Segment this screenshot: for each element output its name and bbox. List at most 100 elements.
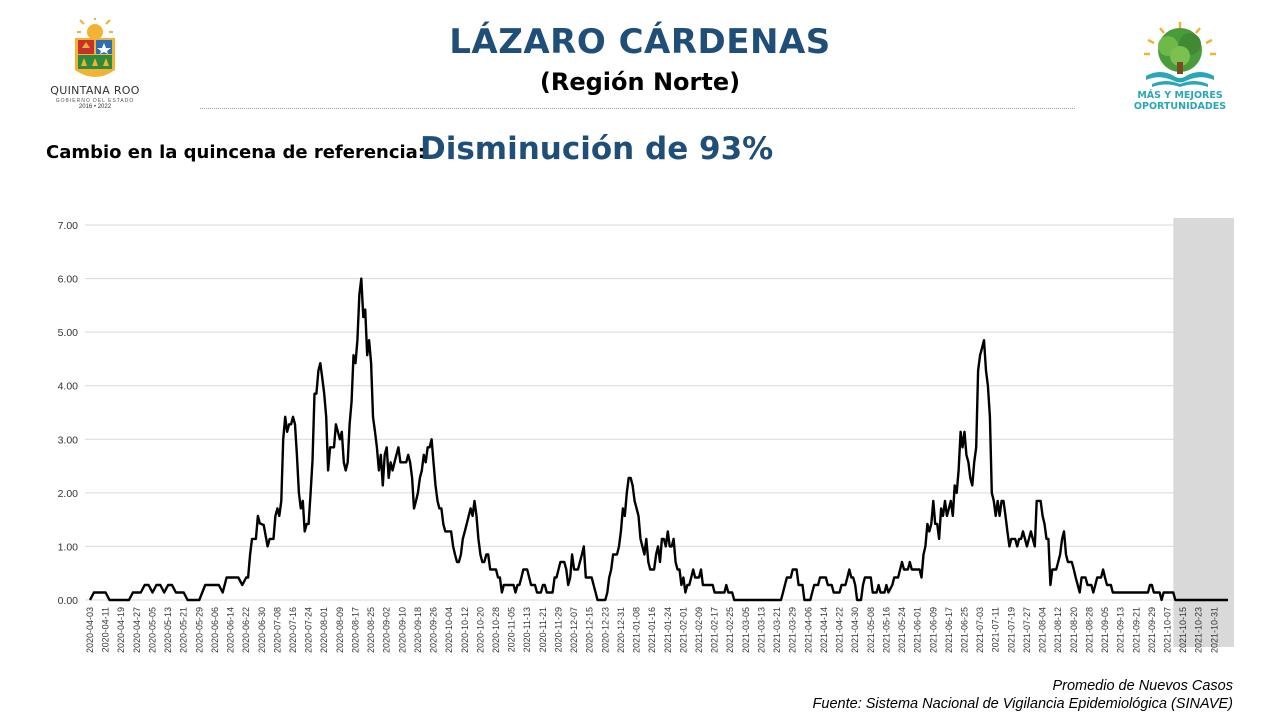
x-tick-label: 2020-10-12: [460, 607, 470, 653]
x-tick-label: 2021-04-22: [835, 607, 845, 653]
x-tick-label: 2021-08-20: [1069, 607, 1079, 653]
x-tick-label: 2020-06-14: [226, 607, 236, 653]
y-tick-label: 0.00: [58, 595, 79, 607]
y-tick-label: 4.00: [58, 381, 79, 393]
page-title: LÁZARO CÁRDENAS: [449, 22, 831, 62]
x-tick-label: 2020-04-27: [132, 607, 142, 653]
y-tick-label: 7.00: [58, 220, 79, 232]
x-tick-label: 2020-08-25: [366, 607, 376, 653]
tree-icon: [1144, 22, 1216, 87]
x-tick-label: 2021-07-11: [991, 607, 1001, 652]
quintana-roo-logo: QUINTANA ROO GOBIERNO DEL ESTADO 2016 • …: [40, 16, 150, 118]
x-tick-label: 2021-07-19: [1006, 607, 1016, 653]
x-tick-label: 2020-12-23: [600, 607, 610, 653]
x-tick-label: 2021-02-25: [725, 607, 735, 653]
coat-of-arms-icon: [75, 16, 115, 77]
x-tick-label: 2021-10-15: [1178, 607, 1188, 653]
x-tick-label: 2020-08-01: [319, 607, 329, 653]
x-tick-label: 2020-05-13: [163, 607, 173, 653]
x-tick-label: 2021-10-23: [1194, 607, 1204, 653]
x-tick-label: 2021-09-29: [1147, 607, 1157, 653]
mas-y-mejores-logo: MÁS Y MEJORES OPORTUNIDADES: [1120, 20, 1240, 115]
x-tick-label: 2021-04-30: [850, 607, 860, 653]
x-tick-label: 2021-07-03: [975, 607, 985, 653]
x-tick-label: 2020-09-26: [429, 607, 439, 653]
line-chart: 0.00 1.00 2.00 3.00 4.00 5.00 6.00 7.00 2020-04-…: [58, 218, 1234, 653]
x-tick-label: 2021-03-05: [741, 607, 751, 653]
x-tick-label: 2021-02-17: [710, 607, 720, 653]
x-tick-label: 2020-05-21: [179, 607, 189, 653]
x-tick-label: 2020-11-29: [553, 607, 563, 652]
x-tick-label: 2020-07-08: [272, 607, 282, 653]
logo-slogan-line2: OPORTUNIDADES: [1133, 101, 1227, 112]
x-tick-label: 2020-04-19: [116, 607, 126, 653]
change-label: Cambio en la quincena de referencia:: [46, 142, 426, 163]
x-tick-label: 2020-08-09: [335, 607, 345, 653]
x-tick-label: 2021-09-13: [1116, 607, 1126, 653]
x-tick-label: 2021-05-08: [866, 607, 876, 653]
logo-state-years: 2016 • 2022: [78, 104, 112, 110]
x-tick-label: 2021-08-28: [1084, 607, 1094, 653]
x-tick-label: 2021-10-31: [1209, 607, 1219, 653]
source-note: Fuente: Sistema Nacional de Vigilancia E…: [812, 696, 1233, 712]
x-tick-label: 2021-10-07: [1162, 607, 1172, 653]
logo-slogan-line1: MÁS Y MEJORES: [1137, 90, 1223, 101]
x-tick-label: 2021-09-05: [1100, 607, 1110, 653]
x-tick-label: 2021-05-24: [897, 607, 907, 653]
x-tick-label: 2020-06-30: [257, 607, 267, 653]
chart-caption: Promedio de Nuevos Casos: [1052, 678, 1233, 694]
x-tick-label: 2020-10-04: [444, 607, 454, 653]
x-tick-label: 2021-06-17: [944, 607, 954, 653]
x-tick-label: 2020-10-20: [475, 607, 485, 653]
series-line: [88, 277, 1228, 602]
x-tick-label: 2020-09-02: [382, 607, 392, 653]
y-tick-label: 6.00: [58, 274, 79, 286]
x-tick-label: 2021-09-21: [1131, 607, 1141, 653]
x-tick-label: 2021-07-27: [1022, 607, 1032, 653]
x-tick-label: 2020-06-06: [210, 607, 220, 653]
x-tick-label: 2020-07-24: [304, 607, 314, 653]
x-tick-label: 2021-03-13: [756, 607, 766, 653]
logo-state-tagline: GOBIERNO DEL ESTADO: [55, 98, 135, 104]
x-tick-label: 2021-02-01: [678, 607, 688, 653]
x-tick-label: 2020-07-16: [288, 607, 298, 653]
x-tick-label: 2021-04-06: [803, 607, 813, 653]
x-tick-label: 2020-11-05: [507, 607, 517, 652]
x-tick-label: 2021-03-29: [788, 607, 798, 653]
x-tick-label: 2020-08-17: [350, 607, 360, 653]
shaded-period: [1173, 218, 1234, 647]
x-tick-label: 2021-06-01: [913, 607, 923, 653]
x-tick-label: 2021-01-08: [632, 607, 642, 653]
y-tick-label: 1.00: [58, 541, 79, 553]
x-tick-label: 2020-04-03: [85, 607, 95, 653]
header-divider: [200, 108, 1075, 109]
x-tick-label: 2021-01-24: [663, 607, 673, 653]
change-value: Disminución de 93%: [420, 131, 774, 167]
x-tick-label: 2020-05-29: [194, 607, 204, 653]
x-tick-label: 2021-04-14: [819, 607, 829, 653]
x-tick-label: 2021-01-16: [647, 607, 657, 653]
x-tick-label: 2020-12-15: [585, 607, 595, 653]
y-tick-label: 5.00: [58, 327, 79, 339]
x-tick-label: 2021-08-04: [1038, 607, 1048, 653]
x-tick-label: 2021-02-09: [694, 607, 704, 653]
x-tick-label: 2020-11-21: [538, 607, 548, 652]
x-tick-label: 2020-05-05: [147, 607, 157, 653]
x-tick-label: 2021-05-16: [881, 607, 891, 653]
logo-state-name: QUINTANA ROO: [50, 84, 140, 97]
y-tick-label: 3.00: [58, 434, 79, 446]
x-tick-label: 2020-12-31: [616, 607, 626, 653]
x-tick-label: 2020-10-28: [491, 607, 501, 653]
x-tick-label: 2021-06-09: [928, 607, 938, 653]
x-tick-label: 2021-03-21: [772, 607, 782, 653]
x-tick-label: 2020-06-22: [241, 607, 251, 653]
page-subtitle: (Región Norte): [539, 68, 741, 96]
x-tick-label: 2021-06-25: [959, 607, 969, 653]
x-tick-label: 2020-11-13: [522, 607, 532, 652]
y-tick-label: 2.00: [58, 488, 79, 500]
x-tick-label: 2020-12-07: [569, 607, 579, 653]
x-tick-label: 2020-09-10: [397, 607, 407, 653]
x-tick-label: 2021-08-12: [1053, 607, 1063, 653]
x-tick-label: 2020-04-11: [101, 607, 111, 652]
x-tick-label: 2020-09-18: [413, 607, 423, 653]
